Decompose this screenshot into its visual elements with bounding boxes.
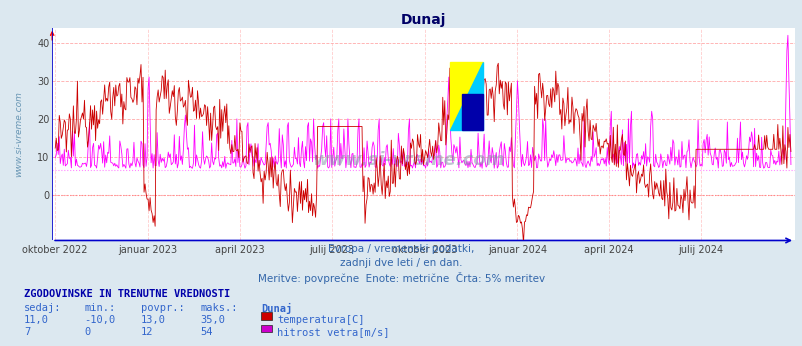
Polygon shape xyxy=(449,62,483,130)
Text: ZGODOVINSKE IN TRENUTNE VREDNOSTI: ZGODOVINSKE IN TRENUTNE VREDNOSTI xyxy=(24,289,230,299)
Text: 35,0: 35,0 xyxy=(200,315,225,325)
Text: www.si-vreme.com: www.si-vreme.com xyxy=(14,91,23,177)
Text: 13,0: 13,0 xyxy=(140,315,165,325)
Text: 11,0: 11,0 xyxy=(24,315,49,325)
Text: Dunaj: Dunaj xyxy=(261,303,292,314)
Text: zadnji dve leti / en dan.: zadnji dve leti / en dan. xyxy=(340,258,462,268)
Text: Meritve: povprečne  Enote: metrične  Črta: 5% meritev: Meritve: povprečne Enote: metrične Črta:… xyxy=(257,272,545,284)
Text: 54: 54 xyxy=(200,327,213,337)
Text: povpr.:: povpr.: xyxy=(140,303,184,313)
Text: 7: 7 xyxy=(24,327,30,337)
Text: 12: 12 xyxy=(140,327,153,337)
Text: Evropa / vremenski podatki,: Evropa / vremenski podatki, xyxy=(328,244,474,254)
Text: min.:: min.: xyxy=(84,303,115,313)
Text: www.si-vreme.com: www.si-vreme.com xyxy=(312,151,504,169)
Polygon shape xyxy=(449,62,483,130)
Text: maks.:: maks.: xyxy=(200,303,238,313)
Text: temperatura[C]: temperatura[C] xyxy=(277,315,364,325)
Polygon shape xyxy=(462,94,483,130)
Text: hitrost vetra[m/s]: hitrost vetra[m/s] xyxy=(277,327,389,337)
Text: 0: 0 xyxy=(84,327,91,337)
Title: Dunaj: Dunaj xyxy=(400,12,446,27)
Text: -10,0: -10,0 xyxy=(84,315,115,325)
Text: sedaj:: sedaj: xyxy=(24,303,62,313)
